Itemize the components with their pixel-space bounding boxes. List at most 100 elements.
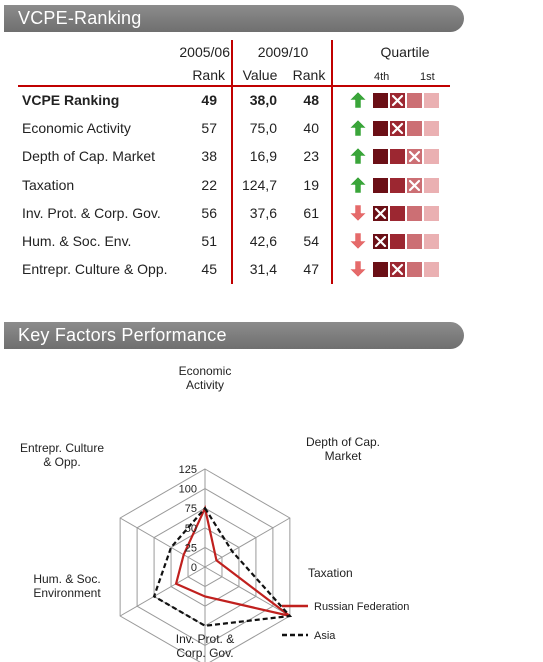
- value-2009-cell: 16,9: [249, 148, 277, 165]
- quartile-cell: [407, 121, 422, 137]
- quartile-cell: [373, 177, 388, 193]
- row-label: Economic Activity: [22, 120, 131, 137]
- quartile-cell: [373, 262, 388, 278]
- radar-spoke: [119, 566, 206, 617]
- rank-2009-cell: 54: [303, 233, 319, 249]
- rank-2005-cell: 22: [201, 176, 217, 193]
- radar-tick-label: 0: [191, 562, 197, 574]
- radar-axis-label-line: Economic: [179, 364, 232, 378]
- quartile-cell: [407, 234, 422, 249]
- rank-2009-cell: 47: [303, 261, 319, 278]
- rank-2005-header: Rank: [192, 67, 225, 83]
- radar-tick-label: 50: [185, 523, 197, 535]
- rank-2005-cell: 38: [201, 148, 217, 165]
- quartile-cell: [407, 93, 422, 108]
- russian-federation-series-line: [174, 504, 291, 617]
- quartile-cell: [407, 262, 422, 278]
- quartile-marked-cell: [390, 93, 405, 108]
- value-2009-cell: 38,0: [249, 92, 277, 108]
- radar-tick-labels: 0 25 50 75 100 125: [179, 464, 197, 574]
- rank-2009-cell: 40: [303, 120, 319, 137]
- radar-axis-label: Taxation: [308, 566, 353, 580]
- quartile-cell: [424, 177, 439, 193]
- quartile-marked-cell: [373, 205, 388, 221]
- value-2009-cell: 75,0: [249, 120, 277, 137]
- trend-down-arrow-icon: [349, 260, 367, 278]
- key-factors-radar-chart: 0 25 50 75 100 125 Economic Activity Depth of C…: [20, 364, 409, 662]
- quartile-cell: [390, 149, 405, 165]
- quartile-marked-cell: [407, 177, 422, 193]
- quartile-cell: [390, 234, 405, 249]
- rank-2009-cell: 61: [303, 204, 319, 221]
- rank-2005-cell: 45: [201, 261, 217, 278]
- row-label: Entrepr. Culture & Opp.: [22, 261, 168, 278]
- row-label: Depth of Cap. Market: [22, 148, 156, 165]
- radar-grid: [119, 468, 291, 662]
- asia-series-line: [152, 506, 293, 627]
- value-2009-cell: 124,7: [241, 176, 277, 193]
- radar-tick-label: 75: [185, 503, 197, 515]
- radar-axis-labels: Economic Activity Depth of Cap. Market Taxat…: [20, 364, 380, 660]
- row-label: Taxation: [22, 176, 75, 193]
- header-divider: [18, 85, 450, 87]
- key-factors-header: Key Factors Performance: [4, 322, 464, 349]
- trend-up-arrow-icon: [349, 148, 367, 165]
- radar-tick-label: 25: [185, 542, 197, 554]
- quartile-cell: [424, 93, 439, 108]
- asia-legend-label: Asia: [314, 630, 336, 642]
- quartile-cell: [424, 121, 439, 137]
- trend-up-arrow-icon: [349, 91, 367, 109]
- trend-down-arrow-icon: [349, 232, 367, 250]
- value-2009-cell: 31,4: [249, 261, 277, 278]
- radar-axis-label-line: Depth of Cap.: [306, 435, 380, 449]
- rank-2009-cell: 23: [303, 148, 319, 165]
- quartile-cell: [390, 177, 405, 193]
- trend-up-arrow-icon: [349, 176, 367, 193]
- radar-axis-label-line: Inv. Prot. &: [176, 632, 234, 646]
- column-divider-right: [331, 40, 333, 284]
- quartile-cell: [424, 234, 439, 249]
- quartile-cell: [424, 205, 439, 221]
- quartile-cell: [390, 205, 405, 221]
- rank-2005-cell: 49: [201, 92, 217, 108]
- period-2005-header: 2005/06: [179, 44, 230, 60]
- quartile-cell: [373, 121, 388, 137]
- radar-axis-label: Inv. Prot. & Corp. Gov.: [176, 632, 234, 660]
- rank-2009-cell: 19: [303, 176, 319, 193]
- key-factors-title: Key Factors Performance: [18, 325, 227, 345]
- radar-axis-label-line: Hum. & Soc.: [33, 572, 100, 586]
- rank-2005-cell: 51: [201, 233, 217, 249]
- row-label: Hum. & Soc. Env.: [22, 233, 132, 249]
- radar-tick-label: 125: [179, 464, 197, 476]
- quartile-cell: [407, 205, 422, 221]
- rank-2005-cell: 57: [201, 120, 217, 137]
- quartile-1st-label: 1st: [420, 71, 435, 83]
- radar-axis-label-line: Activity: [186, 378, 224, 392]
- radar-legend: Russian Federation Asia: [282, 601, 409, 642]
- quartile-marked-cell: [390, 262, 405, 278]
- radar-axis-label-line: Taxation: [308, 566, 353, 580]
- radar-spoke: [204, 517, 291, 568]
- quartile-marked-cell: [373, 234, 388, 249]
- quartile-cell: [373, 93, 388, 108]
- quartile-marked-cell: [390, 121, 405, 137]
- rank-2005-cell: 56: [201, 204, 217, 221]
- radar-tick-label: 100: [179, 484, 197, 496]
- rank-2009-header: Rank: [292, 67, 326, 83]
- quartile-cell: [424, 149, 439, 165]
- radar-spoke: [204, 566, 291, 617]
- radar-axis-label-line: Environment: [33, 586, 101, 600]
- radar-axis-label: Depth of Cap. Market: [306, 435, 380, 463]
- quartile-cell: [424, 262, 439, 278]
- period-2009-header: 2009/10: [257, 44, 309, 60]
- radar-axis-label-line: Market: [325, 449, 362, 463]
- trend-down-arrow-icon: [349, 204, 367, 222]
- russian-federation-legend-label: Russian Federation: [314, 601, 409, 613]
- radar-axis-label-line: Corp. Gov.: [176, 646, 233, 660]
- value-2009-cell: 42,6: [249, 233, 277, 249]
- radar-axis-label: Economic Activity: [179, 364, 232, 392]
- quartile-marked-cell: [407, 149, 422, 165]
- row-label: Inv. Prot. & Corp. Gov.: [22, 204, 161, 221]
- column-divider-left: [231, 40, 233, 284]
- rank-2009-cell: 48: [303, 92, 319, 108]
